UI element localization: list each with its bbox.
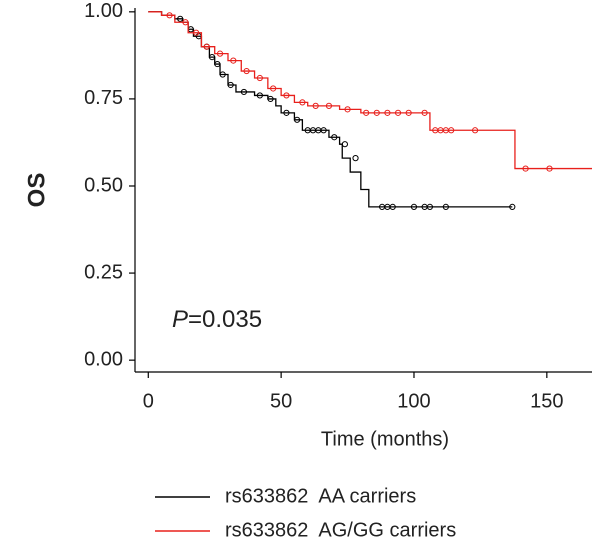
censor-mark: [193, 29, 200, 36]
censor-mark: [270, 85, 277, 92]
censor-mark: [230, 57, 237, 64]
censor-mark: [341, 141, 349, 148]
censor-mark: [325, 102, 333, 109]
censor-mark: [214, 60, 221, 68]
censor-mark: [363, 109, 370, 116]
censor-mark: [389, 203, 396, 210]
censor-mark: [267, 95, 274, 103]
censor-mark: [448, 127, 455, 134]
censor-mark: [394, 109, 402, 116]
p-value: P=0.035: [172, 306, 262, 333]
x-tick-label: 100: [397, 390, 430, 412]
x-tick-label: 50: [270, 390, 292, 412]
censor-mark: [299, 99, 306, 106]
y-tick-label: 0.00: [84, 348, 123, 370]
censor-mark: [352, 155, 359, 162]
survival-curve: [148, 11, 513, 208]
x-tick-label: 0: [143, 390, 154, 412]
censor-mark: [182, 19, 189, 26]
censor-mark: [256, 74, 263, 82]
censor-mark: [312, 102, 319, 109]
censor-mark: [177, 15, 184, 22]
censor-mark: [522, 165, 529, 172]
censor-mark: [227, 81, 234, 89]
censor-mark: [243, 67, 250, 75]
censor-mark: [442, 203, 449, 210]
censor-mark: [384, 109, 391, 116]
x-axis-label: Time (months): [321, 428, 449, 450]
censor-mark: [546, 165, 553, 172]
legend-label: rs633862 AG/GG carriers: [225, 519, 456, 541]
censor-mark: [216, 50, 224, 57]
censor-mark: [240, 88, 248, 96]
y-tick-label: 0.25: [84, 261, 123, 283]
censor-mark: [256, 92, 263, 99]
y-tick-label: 0.75: [84, 87, 123, 109]
censor-mark: [208, 54, 216, 61]
censor-mark: [410, 203, 418, 210]
survival-curve: [148, 11, 592, 170]
censor-mark: [166, 12, 173, 19]
censor-mark: [405, 109, 412, 116]
censor-mark: [320, 127, 327, 134]
censor-mark: [331, 134, 338, 141]
legend-label: rs633862 AA carriers: [225, 485, 416, 507]
y-axis-label: OS: [23, 173, 50, 208]
censor-mark: [203, 43, 210, 50]
censor-mark: [344, 106, 351, 113]
censor-mark: [293, 116, 301, 123]
censor-mark: [373, 109, 380, 116]
censor-mark: [283, 109, 290, 116]
censor-mark: [471, 127, 479, 134]
y-tick-label: 0.50: [84, 174, 123, 196]
y-tick-label: 1.00: [84, 0, 123, 22]
censor-mark: [219, 71, 226, 78]
censor-mark: [426, 203, 434, 210]
censor-mark: [421, 109, 428, 116]
censor-mark: [509, 203, 516, 210]
x-tick-label: 150: [530, 390, 563, 412]
censor-mark: [283, 92, 290, 99]
